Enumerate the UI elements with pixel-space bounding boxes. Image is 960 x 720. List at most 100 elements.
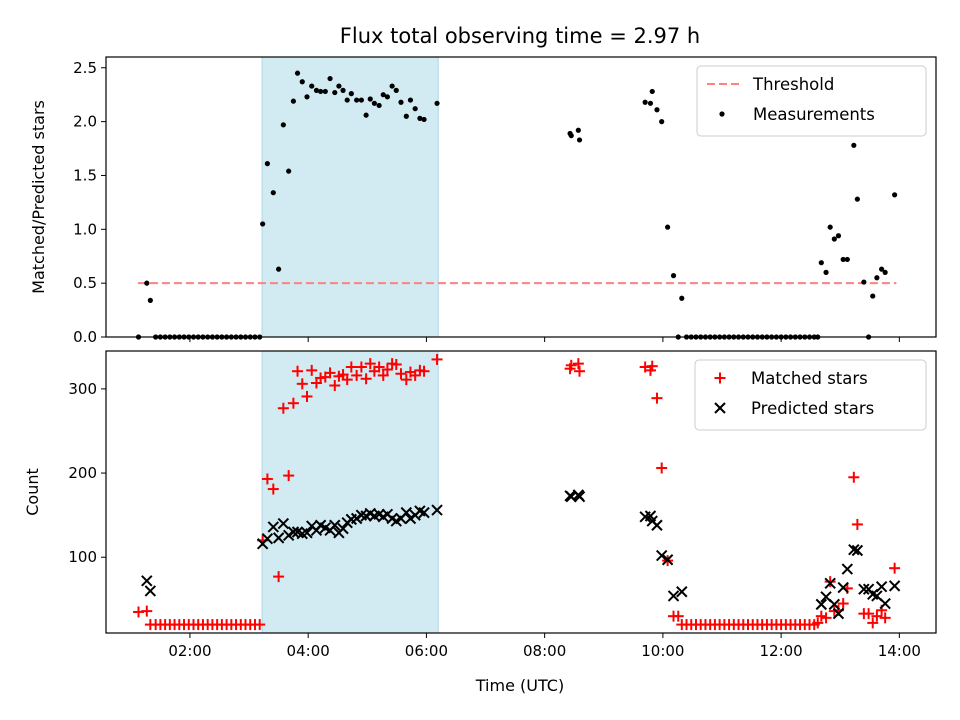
matched-point-65: [572, 358, 584, 370]
measurement-point-55: [393, 87, 399, 93]
measurement-point-62: [434, 100, 440, 106]
chart-title: Flux total observing time = 2.97 h: [340, 24, 700, 48]
predicted-point-4: [267, 521, 280, 533]
measurement-point-51: [376, 102, 382, 109]
predicted-point-48: [661, 554, 674, 566]
matched-point-105: [815, 610, 827, 622]
measurement-point-44: [344, 97, 350, 103]
matched-point-48: [360, 373, 372, 385]
measurement-point-36: [309, 83, 315, 89]
matched-point-36: [306, 364, 318, 376]
measurement-point-119: [882, 269, 888, 275]
measurement-point-2: [147, 297, 153, 303]
x-tick-label-1: 04:00: [287, 642, 330, 660]
predicted-point-8: [287, 526, 300, 538]
plot-frame-ratio: [105, 56, 937, 338]
matched-point-33: [292, 365, 304, 377]
measurement-point-69: [649, 88, 655, 95]
matched-point-49: [364, 358, 376, 370]
matched-point-44: [341, 374, 353, 386]
measurement-point-46: [354, 97, 360, 103]
matched-point-120: [889, 562, 901, 574]
y-axis-label-ratio: Matched/Predicted stars: [29, 100, 48, 294]
predicted-point-57-b: [841, 563, 854, 575]
measurement-point-118: [879, 266, 885, 272]
predicted-point-58-b: [848, 543, 860, 556]
legend-entry-predicted-stars-label: Predicted stars: [751, 399, 874, 418]
predicted-point-66: [888, 580, 901, 592]
predicted-point-11-b: [301, 527, 313, 539]
measurement-point-108: [831, 236, 837, 242]
matched-point-115: [863, 608, 875, 620]
matched-point-66: [574, 365, 586, 377]
measurement-point-52: [380, 92, 386, 98]
measurement-point-66: [576, 137, 583, 143]
measurement-point-72: [665, 224, 671, 230]
predicted-point-60-b: [858, 583, 870, 595]
predicted-point-55-b: [832, 607, 845, 620]
matched-point-32: [287, 397, 299, 409]
measurement-point-30: [280, 122, 286, 128]
predicted-point-15-b: [319, 522, 332, 534]
predicted-point-50-b: [676, 586, 688, 598]
predicted-point-53-b: [824, 577, 836, 590]
predicted-point-54-b: [828, 598, 841, 611]
matched-point-28: [267, 483, 279, 495]
predicted-point-38: [431, 504, 443, 516]
predicted-point-49: [667, 590, 680, 602]
predicted-point-63-b: [871, 590, 883, 602]
count-panel: 100 200 300 02:00 04:00 06:00 08:00 10:00 12:00 1…: [68, 350, 937, 660]
y-tick-label-count-1: 200: [68, 464, 97, 482]
predicted-point-66-b: [888, 580, 901, 592]
predicted-point-58: [848, 543, 860, 556]
matched-point-64: [565, 359, 577, 371]
matched-point-40: [324, 367, 336, 379]
measurement-point-56: [398, 99, 404, 105]
matched-point-51: [373, 361, 385, 373]
measurement-point-53: [384, 94, 390, 100]
measurement-point-114: [861, 279, 867, 285]
matched-point-34: [296, 378, 308, 390]
legend-entry-measurements-handle: [719, 111, 725, 117]
predicted-point-44-b: [644, 510, 657, 522]
legend-entry-predicted-stars-handle: [714, 402, 726, 414]
predicted-point-0: [141, 575, 153, 587]
predicted-point-53: [824, 577, 836, 590]
y-tick-label-count-2: 300: [68, 380, 97, 398]
measurement-point-105: [818, 260, 824, 266]
legend-entry-matched-stars-handle: [714, 372, 726, 384]
y-axis-label-count: Count: [23, 468, 42, 516]
matched-point-74: [672, 610, 684, 622]
predicted-point-59-b: [851, 544, 864, 557]
measurement-point-73: [670, 273, 677, 279]
matched-point-41: [329, 380, 341, 392]
predicted-point-42-b: [573, 490, 586, 503]
predicted-point-60: [858, 583, 870, 595]
predicted-point-17: [329, 519, 341, 531]
matched-point-35: [301, 390, 313, 402]
matched-point-52: [377, 369, 389, 381]
measurement-point-111: [844, 256, 850, 263]
predicted-point-14-b: [314, 519, 327, 531]
predicted-point-49-b: [667, 590, 680, 602]
measurement-point-34: [299, 79, 305, 85]
legend-entry-measurements-label: Measurements: [753, 105, 875, 124]
measurement-point-67: [642, 99, 648, 105]
predicted-point-6: [277, 517, 290, 530]
predicted-point-48-b: [661, 554, 674, 566]
predicted-point-11: [301, 527, 313, 539]
legend-ratio: Threshold Measurements: [696, 65, 927, 137]
predicted-point-6-b: [277, 517, 290, 530]
measurement-point-117: [874, 275, 880, 281]
measurement-point-33: [294, 70, 301, 76]
predicted-point-3: [261, 533, 274, 545]
predicted-point-54: [828, 598, 841, 611]
predicted-point-3-b: [261, 533, 274, 545]
predicted-point-64-b: [875, 580, 888, 593]
matched-point-29: [273, 571, 285, 583]
matched-point-62: [431, 353, 443, 365]
matched-point-71: [656, 462, 668, 474]
measurement-point-68: [647, 100, 654, 106]
measurement-point-49: [367, 96, 373, 102]
